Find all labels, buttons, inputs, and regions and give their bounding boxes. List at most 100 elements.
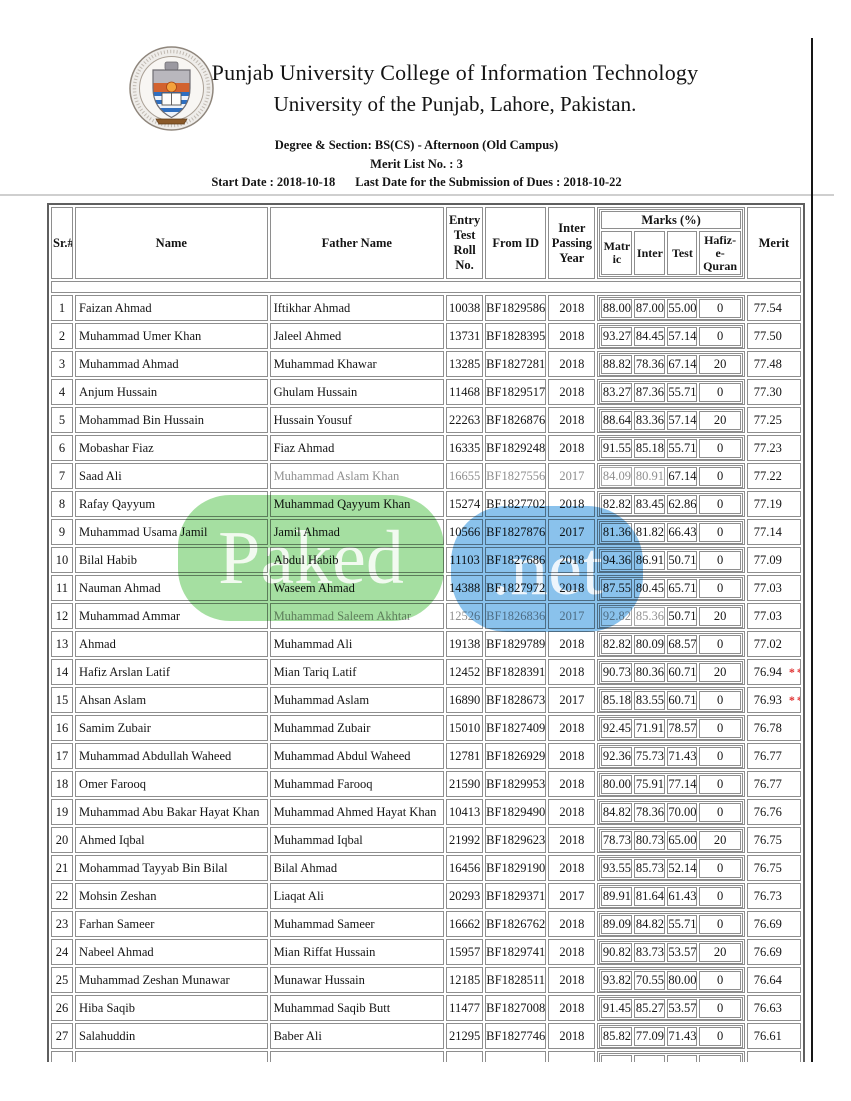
inter-box: 80.36: [634, 662, 666, 682]
merit-value: 77.14: [753, 524, 782, 539]
test-box: 77.14: [667, 774, 698, 794]
test-box: 57.14: [667, 326, 698, 346]
from-id-cell: BF1827556: [485, 463, 547, 489]
marks-boxes: 91.55 85.18 55.71 0: [599, 436, 743, 460]
university-logo: [129, 46, 214, 131]
marks-boxes: 88.00 87.00 55.00 0: [599, 296, 743, 320]
from-id-cell: BF1826762: [485, 911, 547, 937]
marks-cell: 88.82 78.36 67.14 20: [597, 351, 745, 377]
inter-box: 80.91: [634, 466, 666, 486]
table-row: [51, 1051, 801, 1062]
from-id-cell: BF1827686: [485, 547, 547, 573]
from-id-cell: BF1829789: [485, 631, 547, 657]
marks-sub-headers: Matric Inter Test Hafiz-e-Quran: [601, 231, 741, 275]
matric-box: 88.64: [601, 410, 633, 430]
table-row: 11 Nauman Ahmad Waseem Ahmad 14388 BF182…: [51, 575, 801, 601]
hafiz-e-quran-box: 0: [699, 690, 741, 710]
name-cell: Muhammad Abdullah Waheed: [75, 743, 268, 769]
father-name-cell: Hussain Yousuf: [269, 407, 445, 433]
father-name-cell: Liaqat Ali: [269, 883, 445, 909]
marks-boxes: 94.36 86.91 50.71 0: [599, 548, 743, 572]
inter-box: 81.64: [634, 886, 666, 906]
marks-cell: 90.73 80.36 60.71 20: [597, 659, 745, 685]
sr-cell: 25: [51, 967, 74, 993]
matric-box: 81.36: [601, 522, 633, 542]
matric-box: 84.82: [601, 802, 633, 822]
merit-cell: 76.75: [746, 855, 801, 881]
page-subtitle: University of the Punjab, Lahore, Pakist…: [273, 92, 637, 116]
marks-boxes: 85.82 77.09 71.43 0: [599, 1024, 743, 1048]
merit-value: 77.09: [753, 552, 782, 567]
inter-year-cell: 2018: [548, 771, 596, 797]
sr-cell: 19: [51, 799, 74, 825]
from-id-cell: BF1827409: [485, 715, 547, 741]
roll-no-cell: 15010: [446, 715, 484, 741]
merit-cell: 76.75: [746, 827, 801, 853]
test-box: 80.00: [667, 970, 698, 990]
sr-cell: 17: [51, 743, 74, 769]
merit-cell: 76.61: [746, 1023, 801, 1049]
name-cell: Anjum Hussain: [75, 379, 268, 405]
inter-box: 85.73: [634, 858, 666, 878]
inter-year-cell: 2018: [548, 435, 596, 461]
name-cell: Mohsin Zeshan: [75, 883, 268, 909]
hafiz-e-quran-box: 20: [699, 606, 741, 626]
inter-year-cell: 2018: [548, 743, 596, 769]
inter-box: [634, 1054, 666, 1062]
inter-box: 87.00: [634, 298, 666, 318]
sr-cell: 12: [51, 603, 74, 629]
matric-box: 88.82: [601, 354, 633, 374]
father-name-cell: Muhammad Ahmed Hayat Khan: [269, 799, 445, 825]
father-name-cell: Jamil Ahmad: [269, 519, 445, 545]
inter-year-cell: 2018: [548, 491, 596, 517]
hafiz-e-quran-box: 0: [699, 886, 741, 906]
matric-box: 93.55: [601, 858, 633, 878]
title-block: Punjab University College of Information…: [80, 60, 830, 117]
father-name-cell: Munawar Hussain: [269, 967, 445, 993]
name-cell: Muhammad Ammar: [75, 603, 268, 629]
test-box: 66.43: [667, 522, 698, 542]
father-name-cell: Mian Tariq Latif: [269, 659, 445, 685]
merit-value: 76.73: [753, 888, 782, 903]
merit-value: 77.50: [753, 328, 782, 343]
hafiz-e-quran-box: 0: [699, 382, 741, 402]
name-cell: Muhammad Zeshan Munawar: [75, 967, 268, 993]
header-divider: [0, 194, 834, 196]
name-cell: Mobashar Fiaz: [75, 435, 268, 461]
matric-box: 85.82: [601, 1026, 633, 1046]
from-id-cell: BF1828673: [485, 687, 547, 713]
from-id-cell: [485, 1051, 547, 1062]
roll-no-cell: 16890: [446, 687, 484, 713]
sr-cell: 8: [51, 491, 74, 517]
marks-boxes: 91.45 85.27 53.57 0: [599, 996, 743, 1020]
from-id-cell: BF1827972: [485, 575, 547, 601]
merit-cell: 77.48: [746, 351, 801, 377]
roll-no-cell: 11468: [446, 379, 484, 405]
marks-cell: 82.82 83.45 62.86 0: [597, 491, 745, 517]
matric-box: 92.36: [601, 746, 633, 766]
marks-cell: 81.36 81.82 66.43 0: [597, 519, 745, 545]
marks-boxes: 78.73 80.73 65.00 20: [599, 828, 743, 852]
sr-cell: 10: [51, 547, 74, 573]
matric-box: 89.09: [601, 914, 633, 934]
marks-boxes: 87.55 80.45 65.71 0: [599, 576, 743, 600]
test-box: [667, 1054, 698, 1062]
marks-boxes: 84.09 80.91 67.14 0: [599, 464, 743, 488]
table-row: 25 Muhammad Zeshan Munawar Munawar Hussa…: [51, 967, 801, 993]
inter-year-cell: 2018: [548, 799, 596, 825]
marks-group-box: Marks (%) Matric Inter Test Hafiz-e-Qura…: [599, 209, 743, 277]
table-row: 5 Mohammad Bin Hussain Hussain Yousuf 22…: [51, 407, 801, 433]
from-id-cell: BF1828391: [485, 659, 547, 685]
merit-value: 76.77: [753, 776, 782, 791]
sr-cell: 24: [51, 939, 74, 965]
merit-value: 76.63: [753, 1000, 782, 1015]
roll-no-cell: 13731: [446, 323, 484, 349]
merit-value: 76.78: [753, 720, 782, 735]
marks-cell: 89.91 81.64 61.43 0: [597, 883, 745, 909]
roll-no-cell: 11103: [446, 547, 484, 573]
father-name-cell: Muhammad Aslam Khan: [269, 463, 445, 489]
hafiz-e-quran-box: 20: [699, 942, 741, 962]
marks-boxes: 92.36 75.73 71.43 0: [599, 744, 743, 768]
marks-cell: [597, 1051, 745, 1062]
merit-cell: 77.19: [746, 491, 801, 517]
